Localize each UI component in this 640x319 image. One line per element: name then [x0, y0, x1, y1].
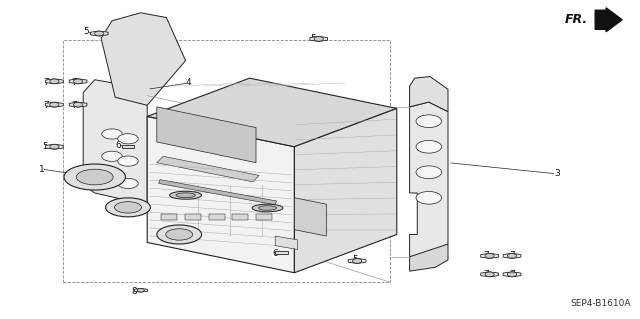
Text: 7: 7 — [71, 101, 76, 110]
Text: FR.: FR. — [564, 13, 588, 26]
Polygon shape — [134, 288, 147, 292]
Ellipse shape — [64, 164, 125, 190]
FancyArrow shape — [595, 8, 622, 32]
Polygon shape — [294, 198, 326, 236]
Polygon shape — [69, 79, 87, 84]
Polygon shape — [90, 31, 108, 36]
Circle shape — [95, 31, 104, 36]
Circle shape — [50, 79, 59, 84]
Polygon shape — [503, 253, 521, 258]
Bar — [275, 251, 288, 254]
Polygon shape — [481, 253, 499, 258]
Text: 6: 6 — [116, 141, 121, 150]
Text: 5: 5 — [84, 27, 89, 36]
Polygon shape — [157, 156, 259, 182]
Polygon shape — [147, 78, 397, 147]
Text: 7: 7 — [44, 101, 49, 110]
Circle shape — [118, 156, 138, 166]
Polygon shape — [275, 236, 298, 249]
Text: 5: 5 — [42, 142, 47, 151]
Circle shape — [416, 115, 442, 128]
Polygon shape — [83, 80, 147, 205]
Polygon shape — [45, 102, 63, 107]
Circle shape — [50, 102, 59, 107]
Ellipse shape — [252, 204, 283, 212]
Text: 3: 3 — [554, 169, 559, 178]
Ellipse shape — [115, 202, 141, 213]
Text: 7: 7 — [71, 78, 76, 87]
Text: 5: 5 — [353, 256, 358, 264]
Circle shape — [416, 166, 442, 179]
Text: 4: 4 — [186, 78, 191, 87]
Circle shape — [416, 140, 442, 153]
Ellipse shape — [170, 191, 202, 199]
Text: 7: 7 — [484, 270, 489, 279]
Circle shape — [50, 145, 59, 149]
Ellipse shape — [157, 225, 202, 244]
Polygon shape — [45, 144, 63, 149]
Ellipse shape — [176, 193, 195, 197]
Ellipse shape — [259, 206, 276, 210]
Circle shape — [314, 37, 323, 41]
Text: 5: 5 — [311, 34, 316, 43]
Bar — [209, 214, 225, 220]
Text: 7: 7 — [484, 251, 489, 260]
Text: 1: 1 — [39, 165, 44, 174]
Polygon shape — [45, 79, 63, 84]
Ellipse shape — [166, 229, 193, 240]
Polygon shape — [410, 77, 448, 112]
Circle shape — [485, 272, 494, 277]
Polygon shape — [147, 116, 294, 273]
Ellipse shape — [106, 198, 150, 217]
Polygon shape — [481, 272, 499, 277]
Polygon shape — [348, 258, 366, 263]
Circle shape — [102, 129, 122, 139]
Text: 6: 6 — [273, 249, 278, 258]
Circle shape — [74, 102, 83, 107]
Polygon shape — [159, 180, 276, 205]
Polygon shape — [157, 107, 256, 163]
Circle shape — [485, 254, 494, 258]
Circle shape — [353, 259, 362, 263]
Polygon shape — [101, 13, 186, 105]
Circle shape — [508, 272, 516, 277]
Bar — [232, 214, 248, 220]
Bar — [161, 214, 177, 220]
Circle shape — [102, 151, 122, 161]
Polygon shape — [503, 272, 521, 277]
Text: 8: 8 — [132, 287, 137, 296]
Bar — [256, 214, 272, 220]
Text: SEP4-B1610A: SEP4-B1610A — [570, 299, 630, 308]
Polygon shape — [410, 102, 448, 257]
Circle shape — [118, 178, 138, 189]
Circle shape — [138, 289, 144, 292]
Text: 2: 2 — [109, 204, 115, 213]
Text: 7: 7 — [44, 78, 49, 87]
Circle shape — [118, 134, 138, 144]
Polygon shape — [410, 244, 448, 271]
Ellipse shape — [76, 169, 113, 185]
Circle shape — [74, 79, 83, 84]
Bar — [185, 214, 201, 220]
Polygon shape — [294, 108, 397, 273]
Circle shape — [508, 254, 516, 258]
Text: 7: 7 — [509, 270, 515, 279]
Circle shape — [416, 191, 442, 204]
Text: 2: 2 — [170, 228, 175, 237]
Polygon shape — [69, 102, 87, 107]
Text: 7: 7 — [509, 251, 515, 260]
Circle shape — [102, 174, 122, 184]
Bar — [122, 145, 134, 148]
Polygon shape — [310, 36, 328, 41]
